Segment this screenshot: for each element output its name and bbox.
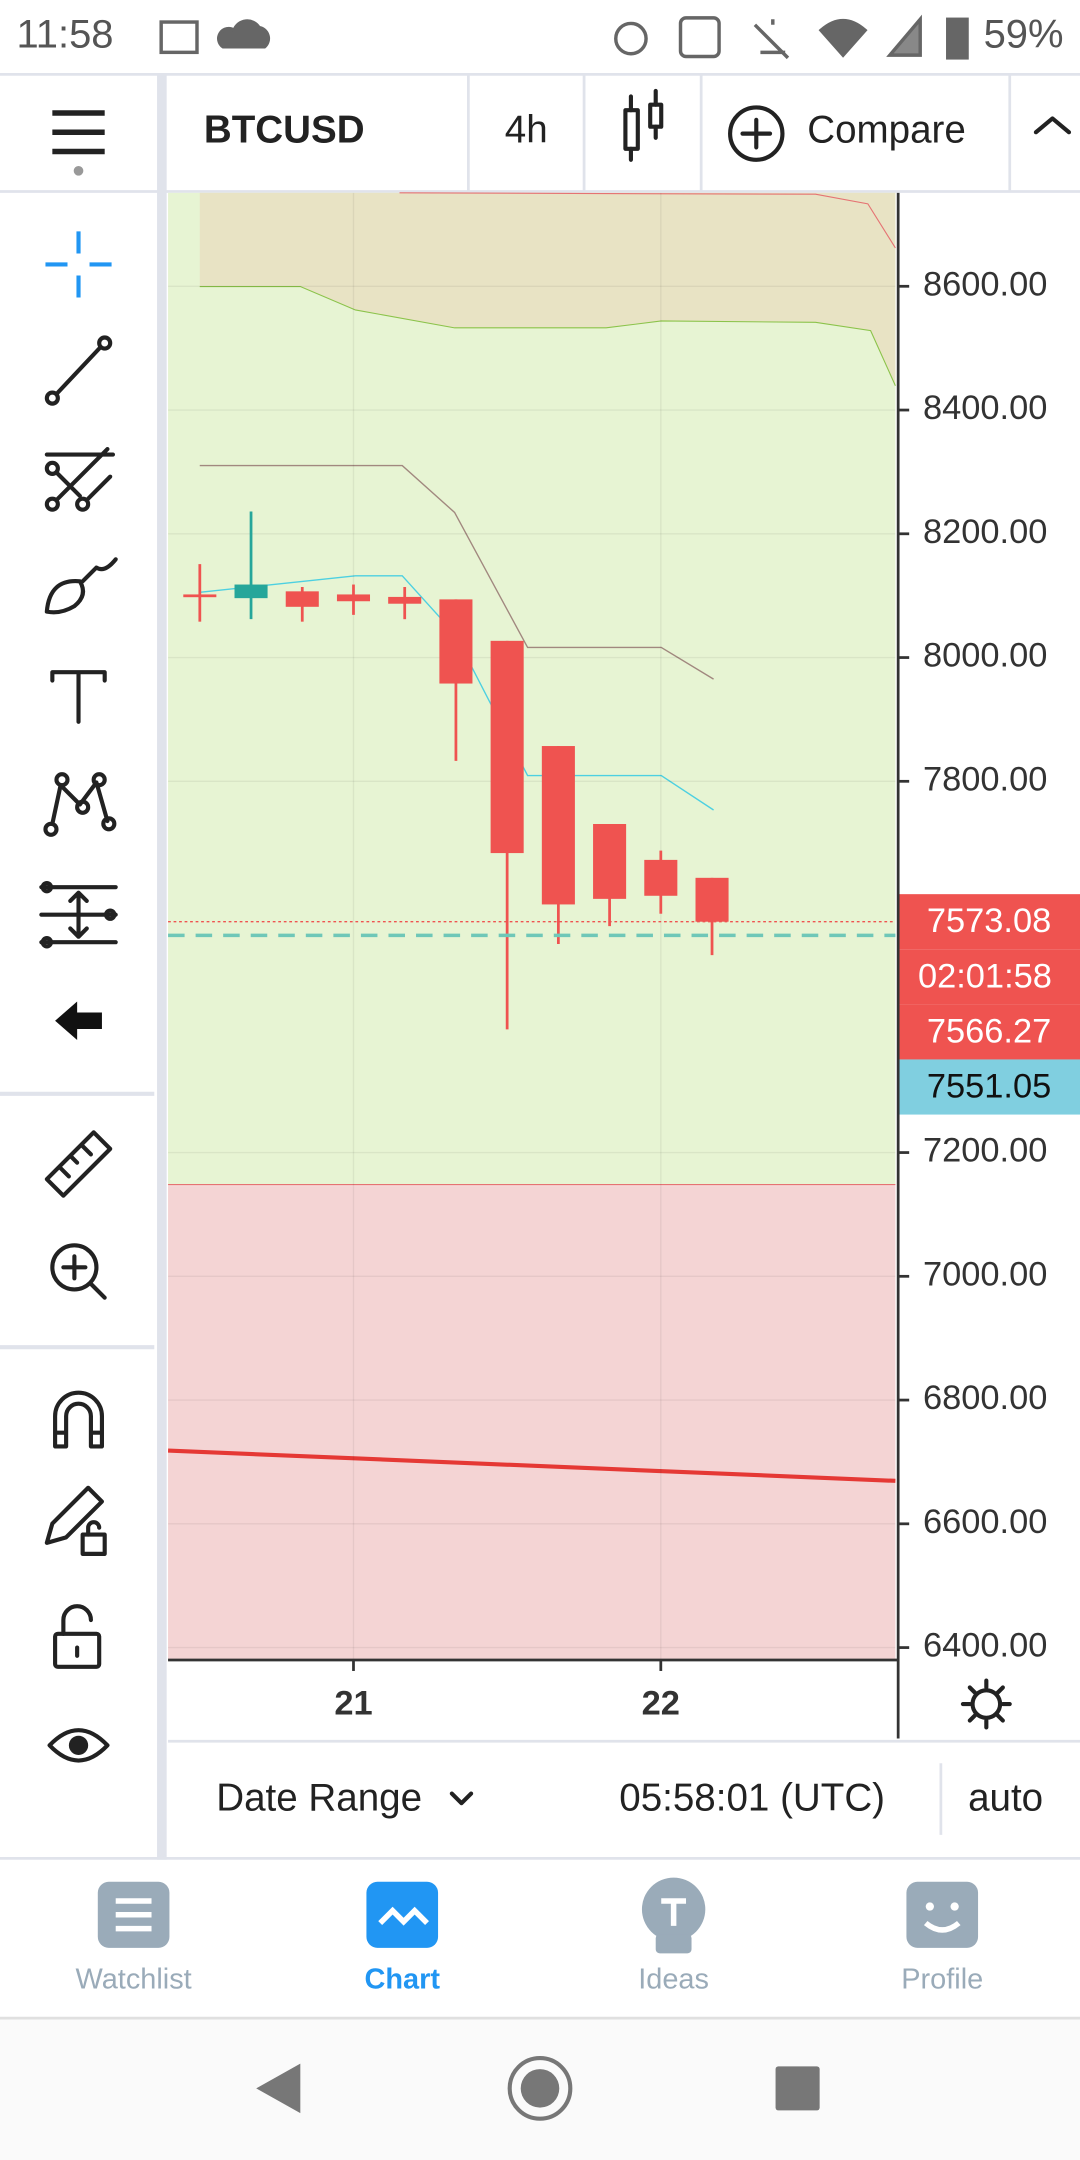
y-tick-label: 8200.00: [923, 513, 1047, 551]
visibility-tool[interactable]: [47, 1728, 110, 1763]
chart-background: [167, 192, 896, 1660]
symbol[interactable]: BTCUSD: [204, 108, 365, 151]
countdown-box: [898, 949, 1080, 1005]
brush-tool[interactable]: [44, 557, 118, 615]
magnet-tool[interactable]: [53, 1390, 105, 1449]
chart[interactable]: 6400.00 6600.00 6800.00 7000.00 7200.00 7800.…: [168, 192, 1080, 1723]
y-tick-label: 6800.00: [923, 1379, 1047, 1417]
ruler-tool[interactable]: [44, 1130, 113, 1198]
pitchfork-tool[interactable]: [44, 447, 116, 512]
y-tick-label: 8000.00: [923, 637, 1047, 675]
candle-body: [388, 596, 422, 604]
battery-level: 59%: [984, 13, 1064, 57]
candle-body: [234, 584, 268, 599]
nav-label[interactable]: Profile: [901, 1964, 983, 1996]
y-tick-label: 8600.00: [923, 265, 1047, 303]
candle-body: [336, 594, 371, 602]
candle-body: [183, 594, 217, 598]
back-tool[interactable]: [55, 1001, 102, 1041]
y-tick-label: 7200.00: [923, 1132, 1047, 1170]
settings-button[interactable]: [960, 1678, 1012, 1730]
crosshair-tool[interactable]: [45, 231, 112, 298]
candle-body: [490, 640, 524, 854]
auto-scale-button[interactable]: auto: [968, 1777, 1043, 1820]
divider: [157, 74, 167, 1860]
tools-panel: [0, 231, 155, 1763]
candle-body: [593, 823, 627, 899]
price-label: 7566.27: [927, 1012, 1051, 1050]
chart-icon[interactable]: [366, 1881, 439, 1948]
price-label-box: [898, 1004, 1080, 1060]
x-tick-label: 22: [642, 1685, 680, 1723]
watchlist-icon[interactable]: [97, 1881, 170, 1948]
price-label: 7573.08: [927, 902, 1051, 940]
nav-label[interactable]: Watchlist: [76, 1964, 192, 1996]
date-range-button[interactable]: Date Range: [216, 1777, 422, 1820]
projection-tool[interactable]: [39, 880, 118, 949]
zoom-tool[interactable]: [50, 1243, 107, 1300]
y-tick-label: 6400.00: [923, 1627, 1047, 1665]
nav-labels: Watchlist Chart Ideas Profile: [76, 1964, 984, 1996]
countdown: 02:01:58: [918, 957, 1052, 995]
y-tick-label: 7000.00: [923, 1255, 1047, 1293]
trend-line-tool[interactable]: [44, 335, 113, 406]
candle-body: [541, 746, 575, 905]
collapse-button[interactable]: [1033, 116, 1072, 135]
status-icons: [159, 14, 969, 60]
back-button[interactable]: [256, 2063, 301, 2114]
text-tool[interactable]: [50, 670, 107, 724]
pattern-tool[interactable]: [43, 772, 117, 837]
price-label: 7551.05: [927, 1067, 1051, 1105]
ideas-icon[interactable]: [641, 1877, 706, 1954]
y-tick-label: 8400.00: [923, 389, 1047, 427]
menu-button[interactable]: [52, 110, 105, 176]
candle-body: [695, 877, 729, 922]
status-bar: [0, 0, 1080, 75]
clock: 11:58: [17, 13, 114, 57]
x-tick-label: 21: [334, 1685, 372, 1723]
y-tick-label: 6600.00: [923, 1503, 1047, 1541]
y-tick-label: 7800.00: [923, 760, 1047, 798]
interval[interactable]: 4h: [505, 108, 548, 151]
utc-time: 05:58:01 (UTC): [619, 1777, 885, 1820]
lock-tool[interactable]: [53, 1604, 102, 1669]
recents-button[interactable]: [775, 2066, 820, 2111]
profile-icon[interactable]: [906, 1881, 979, 1948]
nav-label[interactable]: Ideas: [638, 1964, 709, 1996]
lock-drawings-tool[interactable]: [44, 1485, 107, 1556]
chart-style-button[interactable]: [623, 88, 664, 162]
home-button[interactable]: [507, 2055, 573, 2121]
nav-label[interactable]: Chart: [365, 1964, 441, 1996]
compare-button[interactable]: Compare: [807, 108, 966, 151]
compare-icon[interactable]: [728, 105, 785, 162]
candle-body: [644, 859, 678, 896]
candle-body: [285, 591, 319, 607]
price-label-box: [898, 894, 1080, 950]
price-label-box: [898, 1059, 1080, 1115]
candle-body: [439, 599, 473, 684]
